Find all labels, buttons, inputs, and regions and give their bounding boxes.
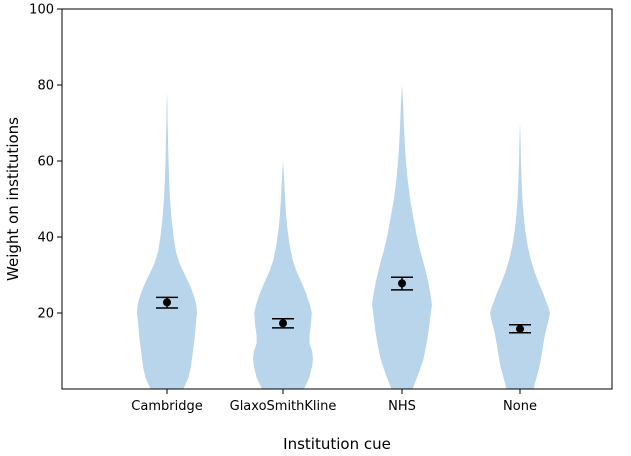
mean-point-glaxosmithkline xyxy=(279,319,287,328)
x-axis: Cambridge GlaxoSmithKline NHS None xyxy=(131,389,537,414)
violin-nhs xyxy=(372,85,432,389)
y-tick-label: 20 xyxy=(37,307,54,322)
x-tick-label-glaxosmithkline: GlaxoSmithKline xyxy=(230,399,337,414)
y-axis-title: Weight on institutions xyxy=(4,117,22,281)
x-tick-label-nhs: NHS xyxy=(388,399,416,414)
error-bars-group xyxy=(156,276,531,334)
x-axis-title: Institution cue xyxy=(283,435,391,453)
mean-point-nhs xyxy=(398,279,406,288)
y-tick-label: 60 xyxy=(37,155,54,170)
y-axis: 20 40 60 80 100 xyxy=(29,3,62,322)
y-tick-label: 100 xyxy=(29,3,54,18)
plot-frame xyxy=(61,8,613,390)
x-tick-label-none: None xyxy=(503,399,537,414)
violin-glaxosmithkline xyxy=(253,161,313,389)
mean-point-none xyxy=(516,324,524,333)
violin-cambridge xyxy=(137,92,197,389)
y-tick-label: 80 xyxy=(37,79,54,94)
x-tick-label-cambridge: Cambridge xyxy=(131,399,202,414)
violin-none xyxy=(490,123,550,389)
mean-point-cambridge xyxy=(163,298,171,307)
y-tick-label: 40 xyxy=(37,231,54,246)
violins-group xyxy=(137,85,550,389)
